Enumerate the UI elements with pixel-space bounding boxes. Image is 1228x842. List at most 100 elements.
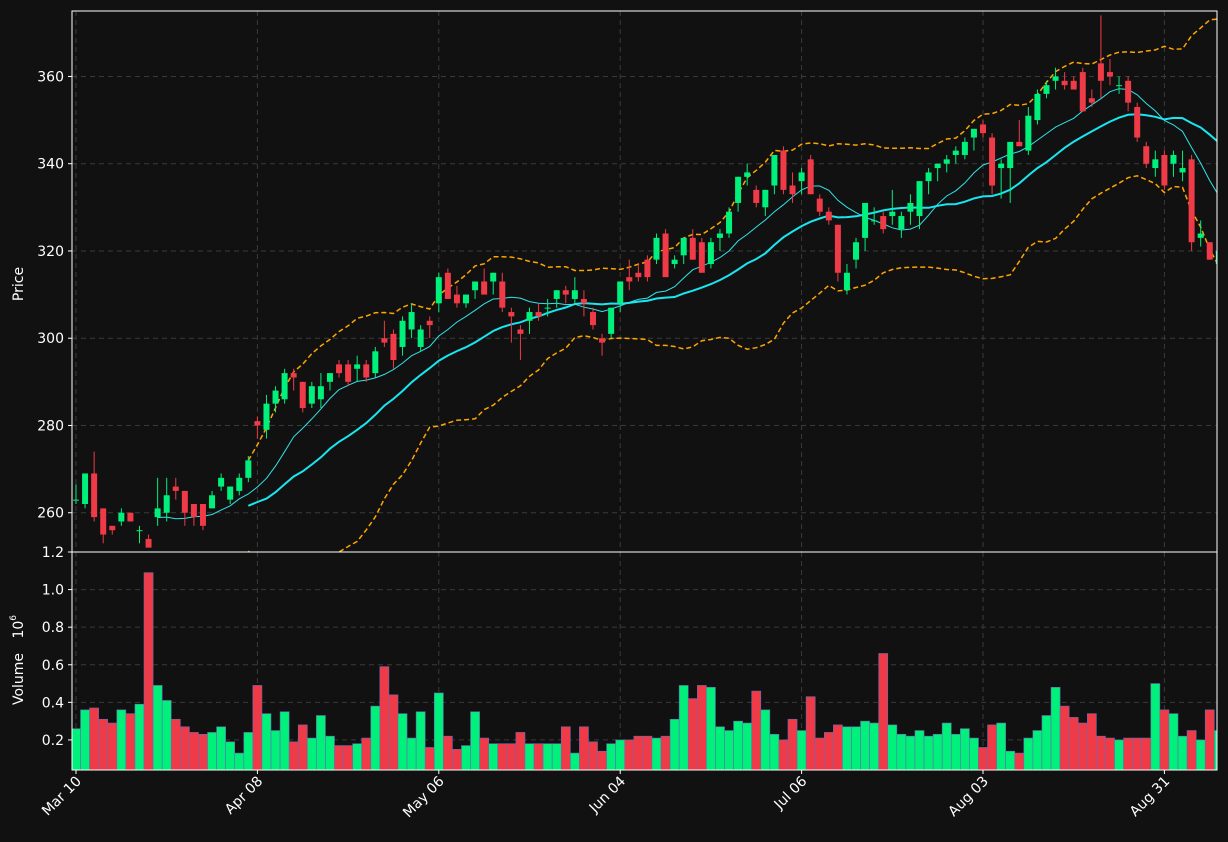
candle bbox=[1134, 102, 1141, 142]
volume-bar bbox=[1050, 687, 1061, 770]
volume-bar bbox=[325, 735, 335, 770]
candle bbox=[281, 368, 288, 404]
candle-body bbox=[336, 364, 343, 374]
volume-bar bbox=[1123, 737, 1133, 770]
candle-body bbox=[916, 181, 923, 217]
volume-bar bbox=[506, 743, 517, 770]
volume-bar bbox=[225, 741, 236, 770]
volume-bar bbox=[388, 694, 399, 770]
volume-bar bbox=[424, 747, 435, 770]
candle bbox=[707, 237, 714, 269]
candle bbox=[308, 381, 315, 409]
candle-body bbox=[1152, 159, 1159, 169]
volume-bar bbox=[796, 730, 807, 770]
candle-body bbox=[73, 499, 79, 501]
candle bbox=[163, 477, 170, 522]
candle bbox=[862, 202, 869, 251]
candle bbox=[1061, 72, 1068, 90]
candle bbox=[608, 307, 615, 339]
candle-body bbox=[753, 189, 760, 203]
candle bbox=[426, 316, 433, 339]
candle-body bbox=[372, 351, 379, 374]
volume-bar bbox=[950, 733, 961, 770]
candle bbox=[889, 189, 896, 225]
volume-bar bbox=[660, 735, 671, 770]
candle-body bbox=[771, 154, 778, 186]
candle-body bbox=[1097, 63, 1104, 81]
volume-bar bbox=[1023, 737, 1034, 770]
candle bbox=[118, 508, 125, 526]
price-tick-label: 320 bbox=[37, 244, 64, 260]
volume-tick-label: 0.8 bbox=[42, 620, 64, 636]
volume-bar bbox=[715, 726, 725, 770]
candle bbox=[644, 255, 651, 282]
candle-body bbox=[236, 477, 243, 491]
candle bbox=[553, 290, 560, 308]
volume-bar bbox=[805, 696, 816, 770]
volume-bar bbox=[1068, 717, 1079, 770]
candle bbox=[1097, 15, 1104, 99]
candle bbox=[825, 207, 832, 225]
candle-body bbox=[617, 281, 624, 304]
candle-body bbox=[136, 530, 143, 532]
candle-body bbox=[780, 150, 787, 190]
candle bbox=[481, 268, 488, 295]
volume-bar bbox=[1195, 739, 1206, 770]
candle-body bbox=[689, 237, 696, 260]
volume-bar bbox=[1141, 737, 1152, 770]
slow-moving-average-line bbox=[247, 113, 1217, 507]
candle bbox=[345, 360, 352, 387]
volume-bar bbox=[479, 737, 489, 770]
volume-bar bbox=[969, 737, 979, 770]
candle-body bbox=[218, 477, 225, 487]
volume-bar bbox=[461, 745, 471, 770]
volume-bar bbox=[379, 666, 390, 770]
volume-bar bbox=[579, 726, 589, 770]
candle bbox=[735, 176, 742, 212]
candle bbox=[599, 333, 606, 356]
candle bbox=[535, 303, 542, 321]
candle-body bbox=[354, 364, 361, 369]
candle bbox=[1106, 58, 1113, 86]
volume-panel-frame bbox=[71, 551, 1218, 771]
volume-bar bbox=[116, 709, 127, 770]
candle-body bbox=[789, 185, 796, 195]
volume-bar bbox=[152, 685, 163, 770]
candle bbox=[73, 484, 79, 505]
candle bbox=[834, 224, 841, 282]
volume-bar bbox=[696, 685, 707, 770]
candle bbox=[172, 477, 179, 500]
candle-body bbox=[109, 525, 116, 531]
volume-bar bbox=[1186, 730, 1197, 770]
overlay-lines bbox=[157, 18, 1217, 552]
candle-body bbox=[508, 312, 515, 317]
candle bbox=[689, 229, 696, 260]
candle bbox=[1034, 89, 1041, 125]
candle-body bbox=[517, 329, 524, 334]
candle-body bbox=[544, 307, 551, 309]
candle bbox=[363, 360, 370, 382]
candle-body bbox=[716, 233, 723, 238]
volume-bar bbox=[279, 711, 290, 770]
candle bbox=[444, 268, 451, 299]
volume-bar bbox=[270, 730, 281, 770]
volume-bar bbox=[878, 653, 889, 770]
volume-bar bbox=[288, 741, 299, 770]
candle bbox=[1206, 242, 1213, 260]
candle bbox=[1007, 141, 1014, 203]
candle bbox=[1052, 67, 1059, 90]
volume-bar bbox=[996, 722, 1006, 770]
volume-bar bbox=[987, 724, 997, 770]
volume-bar bbox=[343, 745, 353, 770]
volume-bar bbox=[887, 724, 898, 770]
candle-body bbox=[1170, 154, 1177, 164]
volume-bar bbox=[252, 685, 263, 770]
volume-bar bbox=[470, 711, 480, 770]
candle-body bbox=[1125, 80, 1132, 103]
candle bbox=[880, 211, 887, 234]
volume-bar bbox=[316, 715, 326, 770]
candle-body bbox=[1134, 106, 1141, 138]
candle bbox=[980, 120, 986, 138]
candle-body bbox=[1143, 146, 1150, 164]
volume-bar bbox=[597, 750, 607, 770]
